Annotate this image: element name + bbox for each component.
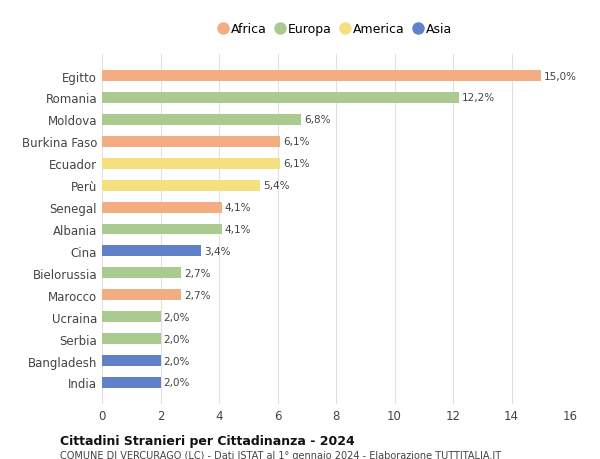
Bar: [102, 224, 222, 235]
Bar: [102, 202, 222, 213]
Bar: [102, 115, 301, 126]
Text: 2,7%: 2,7%: [184, 290, 211, 300]
Text: 6,1%: 6,1%: [283, 159, 310, 169]
Bar: [102, 268, 181, 279]
Text: 12,2%: 12,2%: [462, 93, 495, 103]
Text: 4,1%: 4,1%: [225, 224, 251, 235]
Bar: [102, 333, 161, 344]
Text: 15,0%: 15,0%: [544, 72, 577, 81]
Bar: [102, 312, 161, 323]
Bar: [102, 180, 260, 191]
Text: 6,8%: 6,8%: [304, 115, 331, 125]
Text: Cittadini Stranieri per Cittadinanza - 2024: Cittadini Stranieri per Cittadinanza - 2…: [60, 434, 355, 447]
Text: 5,4%: 5,4%: [263, 181, 289, 191]
Text: 6,1%: 6,1%: [283, 137, 310, 147]
Text: 2,0%: 2,0%: [163, 356, 190, 366]
Text: 4,1%: 4,1%: [225, 202, 251, 213]
Text: 2,0%: 2,0%: [163, 334, 190, 344]
Bar: [102, 377, 161, 388]
Text: 2,0%: 2,0%: [163, 312, 190, 322]
Bar: [102, 355, 161, 366]
Text: 3,4%: 3,4%: [205, 246, 231, 257]
Text: 2,7%: 2,7%: [184, 268, 211, 278]
Bar: [102, 71, 541, 82]
Bar: [102, 93, 459, 104]
Text: COMUNE DI VERCURAGO (LC) - Dati ISTAT al 1° gennaio 2024 - Elaborazione TUTTITAL: COMUNE DI VERCURAGO (LC) - Dati ISTAT al…: [60, 450, 501, 459]
Legend: Africa, Europa, America, Asia: Africa, Europa, America, Asia: [216, 19, 456, 40]
Bar: [102, 136, 280, 147]
Text: 2,0%: 2,0%: [163, 378, 190, 387]
Bar: [102, 158, 280, 169]
Bar: [102, 290, 181, 301]
Bar: [102, 246, 202, 257]
